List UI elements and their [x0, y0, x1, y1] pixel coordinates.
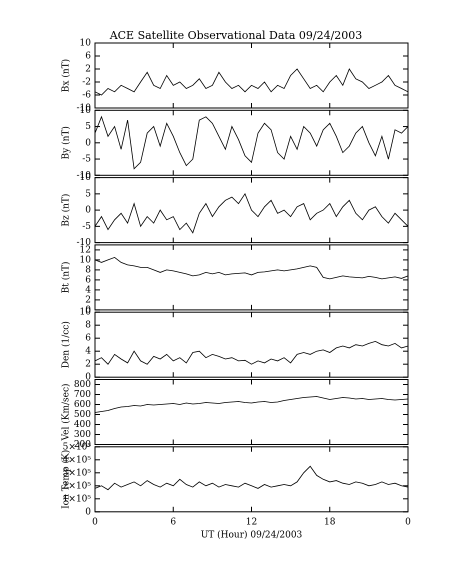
y-tick-label: 4 — [85, 285, 91, 295]
y-tick-label: 10 — [80, 173, 92, 183]
y-tick-label: 6 — [85, 334, 91, 344]
y-tick-label: -5 — [82, 155, 91, 165]
y-axis-label: Den (1/cc) — [61, 321, 72, 368]
y-tick-label: 700 — [74, 390, 91, 400]
panel-frame — [94, 311, 409, 378]
y-axis-label: By (nT) — [61, 126, 72, 159]
panel-frame — [94, 446, 409, 513]
y-tick-label: 200 — [74, 440, 91, 450]
y-tick-label: 5 — [85, 189, 91, 199]
y-tick-label: 10 — [80, 39, 92, 49]
data-line — [94, 340, 409, 365]
y-tick-label: 0 — [85, 373, 91, 383]
chart-title: ACE Satellite Observational Data 09/24/2… — [109, 29, 363, 42]
y-axis-label: Bz (nT) — [61, 194, 72, 227]
y-tick-label: 8 — [85, 265, 91, 275]
y-tick-label: 12 — [80, 245, 91, 255]
x-tick-label: 12 — [246, 517, 257, 527]
y-tick-label: 1×10⁵ — [63, 494, 92, 504]
y-axis-label: Bx (nT) — [61, 59, 72, 92]
data-line — [94, 396, 409, 413]
x-tick-label: 18 — [324, 517, 336, 527]
y-tick-label: 500 — [74, 410, 91, 420]
y-tick-label: 2×10⁵ — [63, 481, 92, 491]
y-tick-label: 0 — [85, 206, 91, 216]
data-line — [94, 465, 409, 491]
y-tick-label: 2 — [85, 360, 91, 370]
x-axis-label: UT (Hour) 09/24/2003 — [201, 529, 303, 540]
y-tick-label: 10 — [80, 308, 92, 318]
y-tick-label: 4×10⁵ — [63, 455, 92, 465]
y-tick-label: 4 — [85, 347, 91, 357]
y-tick-label: 2 — [85, 65, 91, 75]
y-tick-label: 5×10⁵ — [63, 442, 92, 452]
y-tick-label: -10 — [77, 104, 92, 114]
x-tick-label: 6 — [170, 517, 176, 527]
data-line — [94, 256, 409, 280]
y-tick-label: 800 — [74, 380, 91, 390]
y-tick-label: 5 — [85, 122, 91, 132]
y-axis-label: Vel (Km/sec) — [61, 383, 72, 441]
y-axis-label: Bt (nT) — [61, 261, 72, 293]
y-tick-label: 6 — [85, 52, 91, 62]
y-tick-label: -10 — [77, 238, 92, 248]
panel-frame — [94, 42, 409, 109]
y-tick-label: 2 — [85, 295, 91, 305]
panel-frame — [94, 379, 409, 445]
y-tick-label: 6 — [85, 275, 91, 285]
y-tick-label: 0 — [85, 507, 91, 517]
y-tick-label: 300 — [74, 430, 91, 440]
y-tick-label: -10 — [77, 171, 92, 181]
y-tick-label: 600 — [74, 400, 91, 410]
y-tick-label: 0 — [85, 138, 91, 148]
y-tick-label: -2 — [82, 78, 91, 88]
x-tick-label: 0 — [92, 517, 98, 527]
y-tick-label: 0 — [85, 305, 91, 315]
y-tick-label: 400 — [74, 420, 91, 430]
y-tick-label: 3×10⁵ — [63, 468, 92, 478]
data-line — [94, 115, 409, 170]
y-tick-label: 10 — [80, 106, 92, 116]
y-tick-label: -6 — [82, 91, 91, 101]
data-line — [94, 192, 409, 234]
x-tick-label: 0 — [405, 517, 411, 527]
y-tick-label: 10 — [80, 255, 92, 265]
panel-frame — [94, 109, 409, 176]
data-line — [94, 68, 409, 96]
y-axis-label: Ion Temp (K) — [61, 450, 72, 509]
y-tick-label: 8 — [85, 321, 91, 331]
y-tick-label: -5 — [82, 222, 91, 232]
